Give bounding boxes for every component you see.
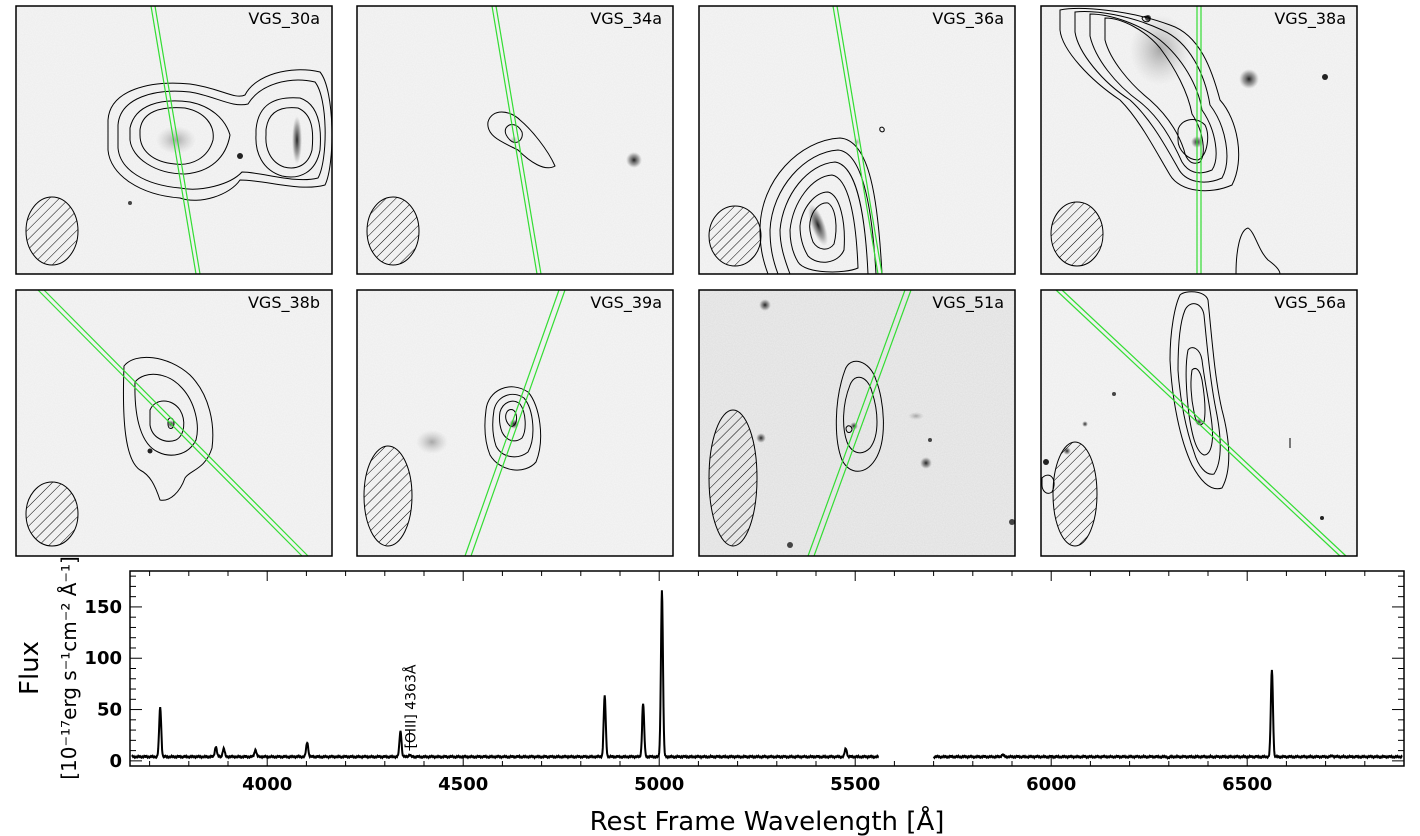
x-tick-label: 6500 — [1222, 774, 1272, 795]
slit — [1055, 289, 1347, 557]
panel-vgs-51a: VGS_51a — [698, 289, 1016, 557]
contours — [484, 386, 542, 471]
slit — [37, 289, 309, 557]
panel-frame — [698, 5, 1016, 275]
beam-ellipse — [25, 481, 79, 547]
x-axis-ticks: 4000 4500 5000 5500 6000 6500 — [149, 571, 1405, 795]
panel-label: VGS_39a — [590, 293, 662, 313]
beam-ellipse — [366, 196, 420, 266]
y-tick-label: 50 — [97, 700, 122, 721]
contours — [759, 126, 885, 275]
panel-vgs-30a: VGS_30a — [15, 5, 333, 275]
panel-label: VGS_51a — [932, 293, 1004, 313]
panel-frame — [1040, 289, 1358, 557]
slit — [491, 5, 542, 275]
panel-frame — [356, 289, 674, 557]
panel-frame — [356, 5, 674, 275]
panel-frame — [15, 5, 333, 275]
y-axis-ticks: 0 50 100 150 — [84, 575, 1404, 772]
slit — [807, 289, 912, 557]
x-tick-label: 4000 — [242, 774, 292, 795]
panel-label: VGS_30a — [248, 9, 320, 29]
y-tick-label: 150 — [84, 597, 122, 618]
slit — [832, 5, 883, 275]
panel-vgs-38b: VGS_38b — [15, 289, 333, 557]
y-axis-units: [10⁻¹⁷erg s⁻¹cm⁻² Å⁻¹] — [57, 556, 81, 780]
plot-frame — [129, 570, 1405, 767]
panel-vgs-56a: VGS_56a — [1040, 289, 1358, 557]
beam-ellipse — [708, 205, 762, 267]
annotation-label: [OIII] 4363Å — [402, 664, 419, 748]
x-axis-title: Rest Frame Wavelength [Å] — [590, 805, 945, 836]
x-tick-label: 6000 — [1026, 774, 1076, 795]
panel-frame — [698, 289, 1016, 557]
spectrum-line-blue — [131, 590, 880, 760]
panel-vgs-38a: VGS_38a — [1040, 5, 1358, 275]
panel-vgs-39a: VGS_39a — [356, 289, 674, 557]
y-tick-label: 0 — [109, 751, 122, 772]
panel-vgs-34a: VGS_34a — [356, 5, 674, 275]
panel-label: VGS_38a — [1274, 9, 1346, 29]
panel-frame — [1040, 5, 1358, 275]
spectrum-plot: 4000 4500 5000 5500 6000 6500 0 50 100 150 [OIII… — [15, 556, 1405, 836]
slit — [150, 5, 201, 275]
contours — [835, 360, 884, 472]
y-tick-label: 100 — [84, 648, 122, 669]
panel-label: VGS_56a — [1274, 293, 1346, 313]
panel-label: VGS_36a — [932, 9, 1004, 29]
beam-ellipse — [25, 196, 79, 266]
slit — [464, 289, 566, 557]
spectrum-line-red — [932, 669, 1403, 760]
beam-ellipse — [363, 445, 413, 547]
x-tick-label: 4500 — [438, 774, 488, 795]
contours — [1059, 8, 1281, 275]
beam-ellipse — [1052, 441, 1098, 547]
slit — [1196, 6, 1202, 274]
beam-ellipse — [1050, 201, 1104, 267]
x-tick-label: 5500 — [830, 774, 880, 795]
y-axis-title: Flux — [15, 641, 45, 695]
panel-label: VGS_38b — [248, 293, 320, 313]
line-annotation: [OIII] 4363Å — [402, 664, 419, 751]
beam-ellipse — [708, 409, 758, 547]
panel-frame — [15, 289, 333, 557]
galaxy-blobs — [1130, 15, 1328, 148]
panel-vgs-36a: VGS_36a — [698, 5, 1016, 275]
contours — [122, 356, 214, 501]
contours — [1041, 291, 1291, 494]
x-tick-label: 5000 — [634, 774, 684, 795]
panel-label: VGS_34a — [590, 9, 662, 29]
galaxy-blobs — [128, 116, 302, 205]
galaxy-blobs — [756, 299, 1015, 548]
